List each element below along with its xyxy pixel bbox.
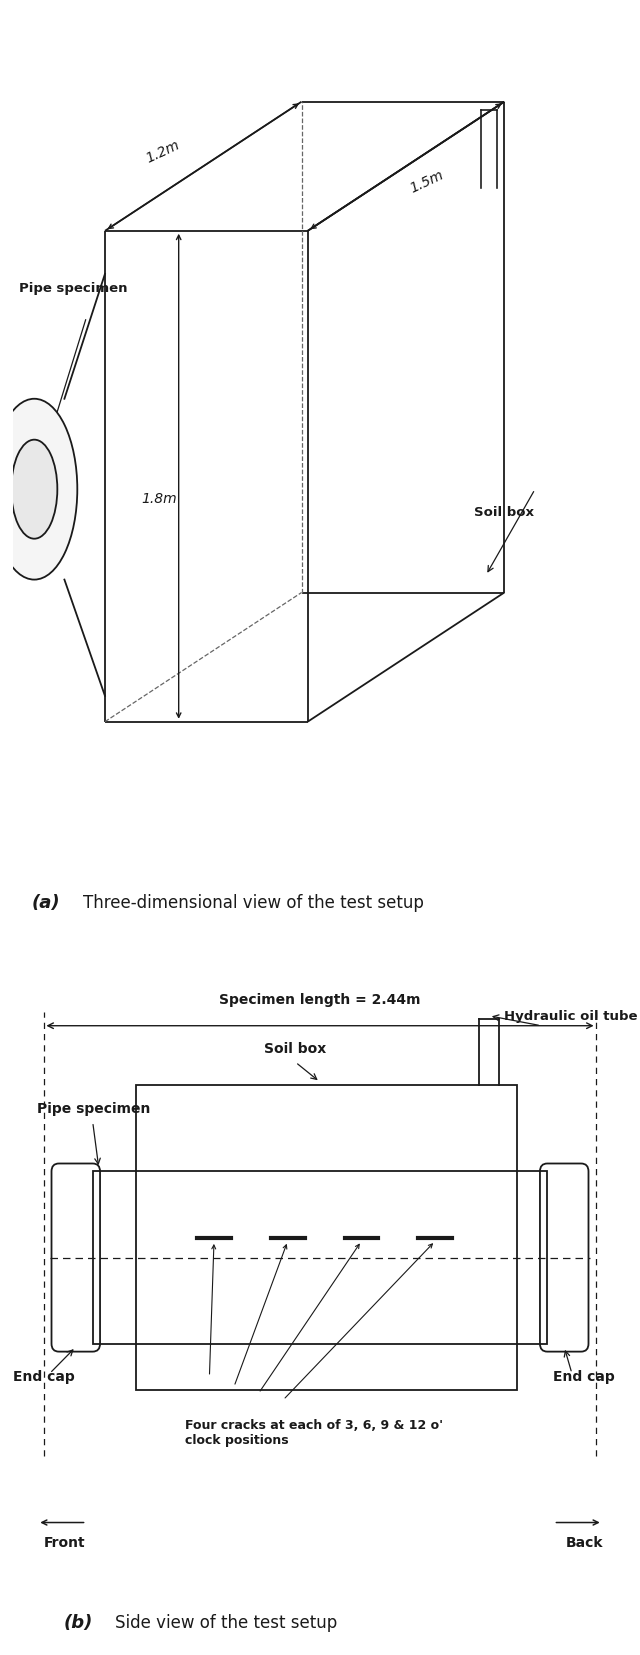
Text: Hydraulic oil tube: Hydraulic oil tube <box>504 1010 638 1023</box>
Bar <box>136 1086 516 1390</box>
Text: Soil box: Soil box <box>264 1041 326 1056</box>
Text: End cap: End cap <box>554 1369 615 1384</box>
Text: 1.8m: 1.8m <box>142 492 177 506</box>
Text: End cap: End cap <box>13 1369 74 1384</box>
Text: Side view of the test setup: Side view of the test setup <box>115 1614 337 1630</box>
Text: Front: Front <box>44 1534 85 1549</box>
Text: Pipe specimen: Pipe specimen <box>19 281 127 295</box>
Text: Specimen length = 2.44m: Specimen length = 2.44m <box>220 991 420 1006</box>
Text: (b): (b) <box>64 1614 93 1630</box>
Text: 1.5m: 1.5m <box>408 167 445 195</box>
Bar <box>93 1172 547 1344</box>
Text: (a): (a) <box>32 894 61 910</box>
Text: Three-dimensional view of the test setup: Three-dimensional view of the test setup <box>83 894 424 910</box>
Text: Soil box: Soil box <box>474 506 534 518</box>
Text: Back: Back <box>566 1534 604 1549</box>
Ellipse shape <box>12 440 58 540</box>
Text: Pipe specimen: Pipe specimen <box>37 1101 151 1115</box>
Text: 1.2m: 1.2m <box>143 137 182 166</box>
Text: Four cracks at each of 3, 6, 9 & 12 o'
clock positions: Four cracks at each of 3, 6, 9 & 12 o' c… <box>185 1418 443 1446</box>
Ellipse shape <box>0 399 77 581</box>
